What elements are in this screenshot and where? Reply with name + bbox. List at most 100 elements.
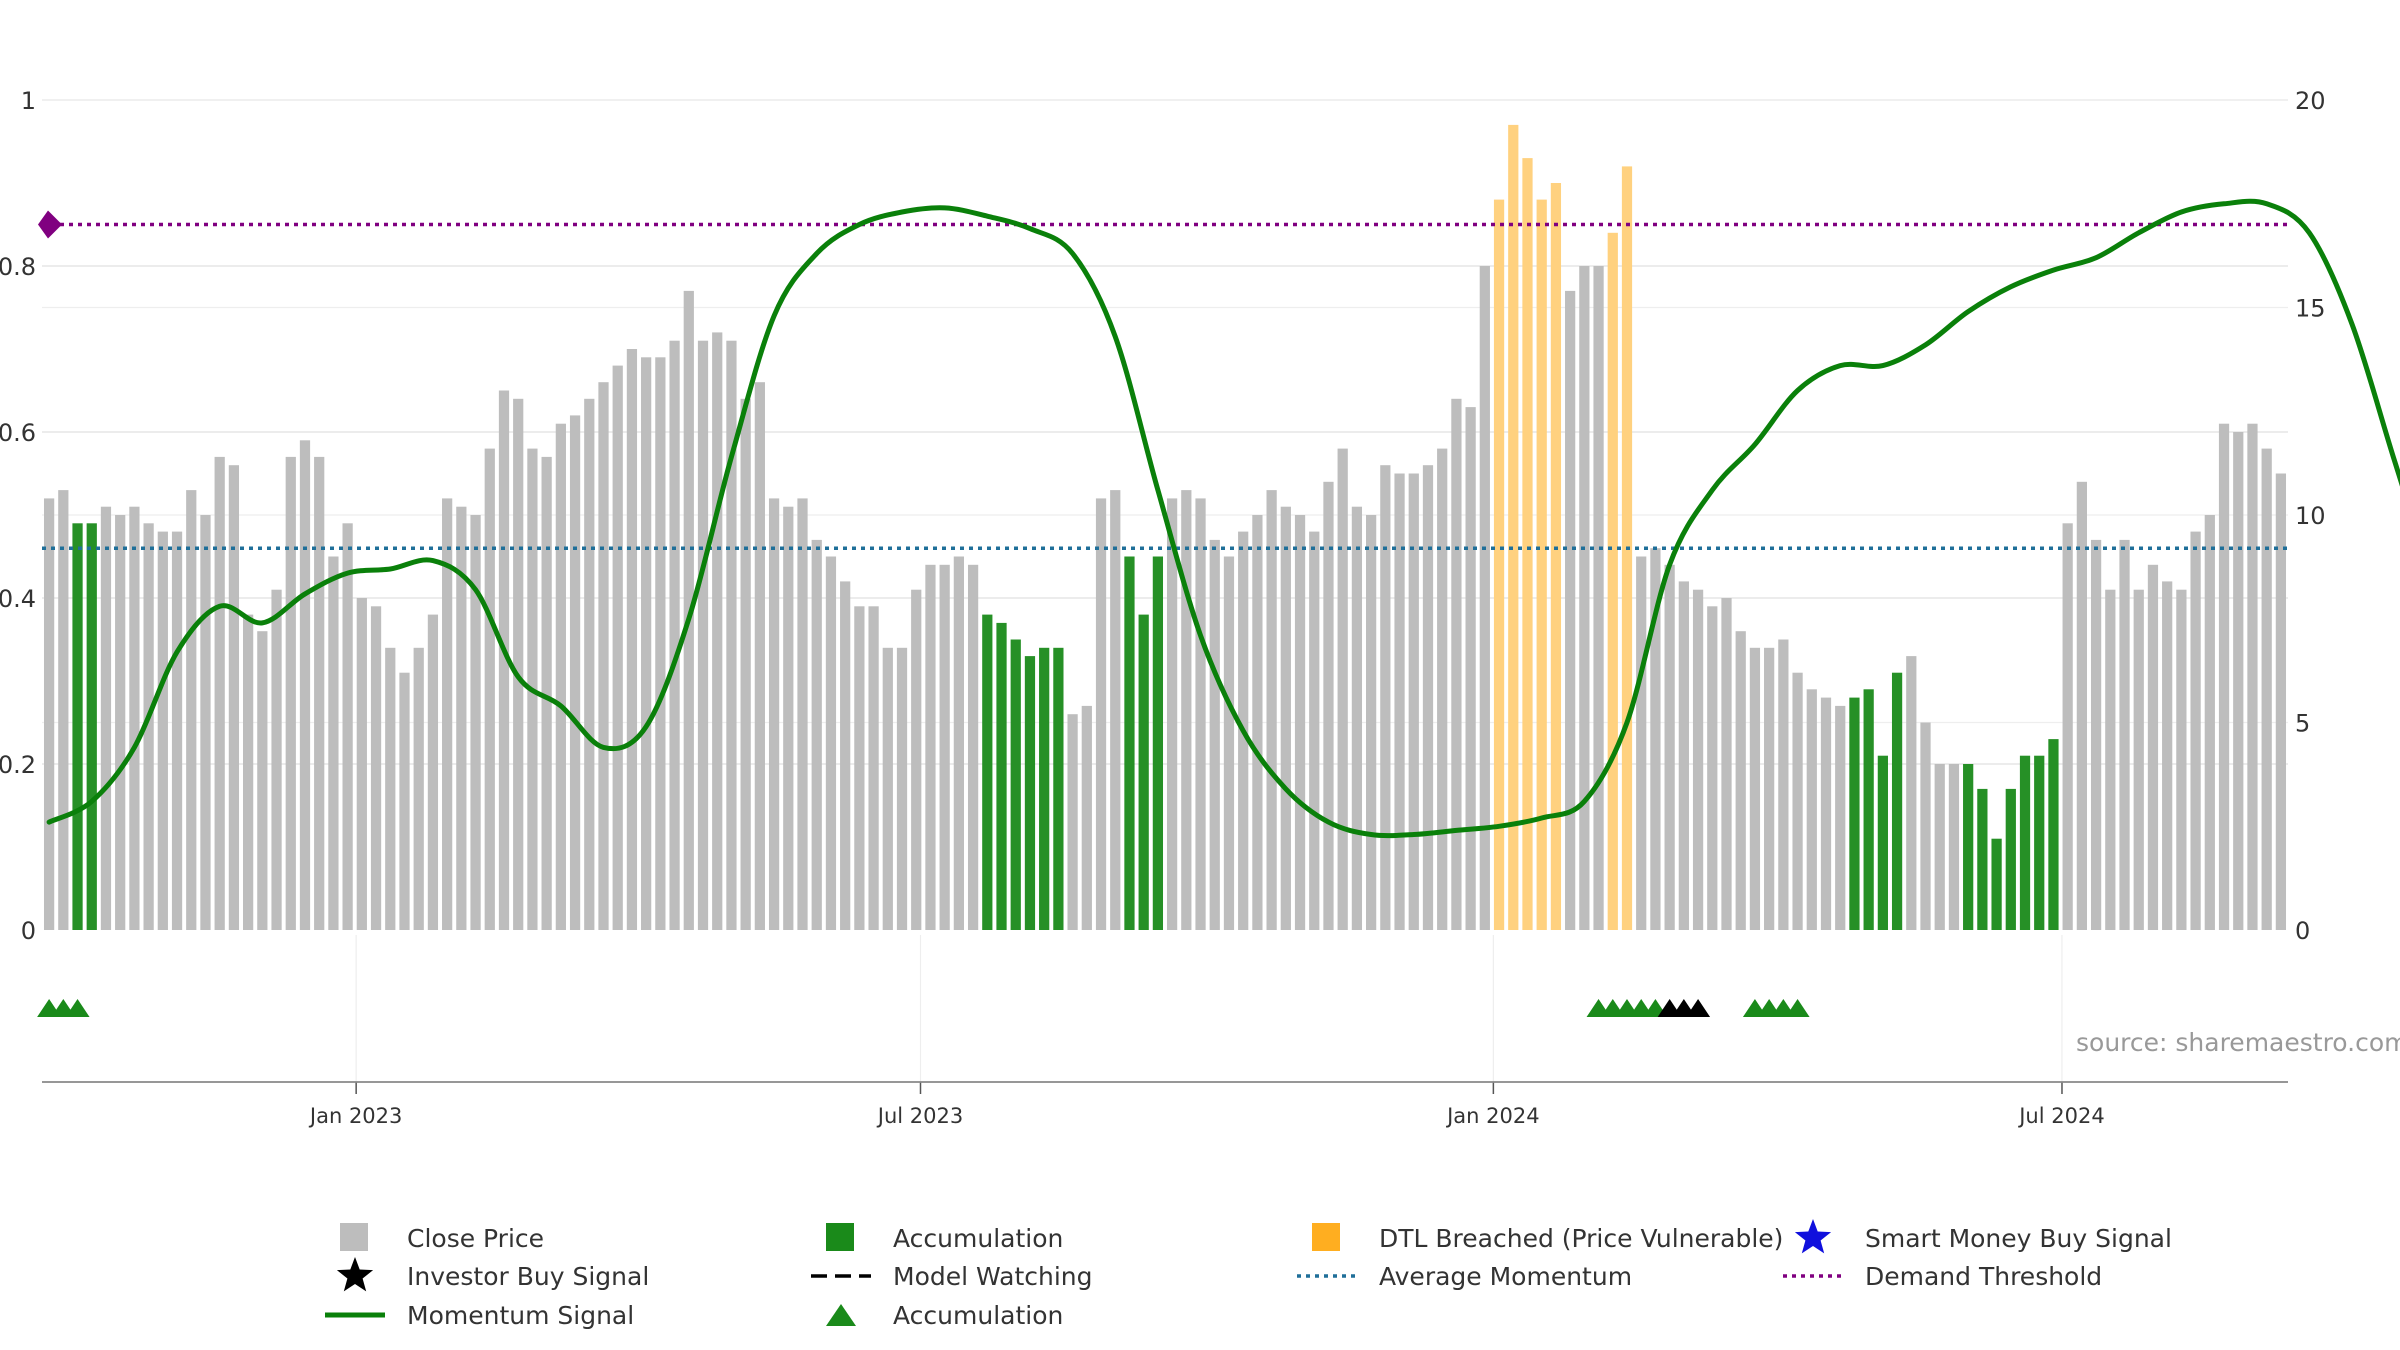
price-bar [541,456,552,930]
price-bar [1664,564,1675,930]
price-bar [1095,498,1107,930]
legend-item: Accumulation [826,1223,1063,1253]
reference-lines [38,210,2288,550]
legend-label: Close Price [407,1224,544,1253]
price-bar [271,589,282,930]
y-tick-label: 0.4 [0,585,36,613]
legend-item: Demand Threshold [1783,1262,2102,1291]
price-bar [1849,697,1860,930]
price-bar [285,456,296,930]
price-bar [1309,531,1320,930]
price-bar [1394,473,1405,930]
price-bar [1408,473,1419,930]
price-bar [328,556,339,930]
price-bar [953,556,964,930]
price-bar [1209,539,1220,930]
legend-label: Accumulation [893,1301,1063,1330]
price-bar [1010,639,1021,930]
price-bar [598,382,609,930]
price-bar [1806,689,1817,930]
price-bar [214,456,225,930]
price-bar [896,647,908,930]
price-bar [2090,539,2102,930]
price-bar [1550,183,1562,930]
price-bar [2261,448,2272,930]
price-bar [129,506,140,930]
price-bar [612,365,623,931]
legend-label: Demand Threshold [1865,1262,2102,1291]
legend-star-icon [1794,1219,1832,1254]
legend-item: Investor Buy Signal [336,1257,649,1292]
price-bar [939,564,950,930]
signal-markers [37,999,1810,1017]
price-bar [2048,739,2059,930]
legend-label: DTL Breached (Price Vulnerable) [1379,1224,1783,1253]
legend-star-icon [336,1257,374,1292]
price-bar [1166,498,1178,930]
price-bar [569,415,581,930]
price-bar [967,564,979,930]
price-bar [1081,705,1092,930]
price-bar [584,398,595,930]
price-bar [1508,124,1519,930]
price-bar [2162,581,2173,930]
price-bar [1437,448,1448,930]
price-bar [740,398,751,930]
legend-label: Investor Buy Signal [407,1262,649,1291]
y-tick-label: 0.6 [0,419,36,447]
price-bar [1181,490,1192,930]
price-bar [797,498,808,930]
price-bar [115,515,126,930]
price-bar [1223,556,1235,930]
price-bar [783,506,794,930]
price-bar [2119,539,2130,930]
price-bar [2034,755,2045,930]
legend-label: Accumulation [893,1224,1063,1253]
price-bar [1948,764,1960,930]
y-tick-label: 0.8 [0,253,36,281]
price-bar [669,340,680,930]
legend: Close Price Accumulation DTL Breached (Pri… [325,1219,2172,1330]
price-bar [1963,764,1974,930]
price-bar [385,647,396,930]
price-bar [186,490,197,930]
price-bar [2105,589,2116,930]
y2-tick-label: 10 [2295,502,2326,530]
price-bar [456,506,467,930]
price-bar [811,539,822,930]
price-bar [1266,490,1277,930]
legend-label: Model Watching [893,1262,1093,1291]
price-bar [1536,199,1547,931]
legend-triangle-icon [826,1304,856,1326]
price-bar [768,498,780,930]
legend-item: Close Price [340,1223,544,1253]
legend-item: Momentum Signal [325,1301,634,1330]
price-bar [1024,656,1036,930]
price-bar [58,490,69,930]
price-bar [996,622,1007,930]
price-bar [641,357,652,930]
price-bar [399,672,410,930]
x-tick-label: Jul 2023 [876,1104,963,1128]
legend-swatch [1312,1223,1340,1251]
legend-label: Average Momentum [1379,1262,1632,1291]
price-bar [1323,481,1334,930]
price-bar [868,606,879,930]
price-bar [1465,407,1476,931]
price-bar [840,581,851,930]
price-bar [1124,556,1135,930]
price-bar [1138,614,1149,930]
price-bar [1678,581,1689,930]
price-bar [314,456,325,930]
price-bar [1764,647,1775,930]
price-bar [1778,639,1789,930]
price-bar [299,440,311,930]
price-bar [1380,465,1391,930]
price-bar [1977,788,1988,930]
y2-tick-label: 20 [2295,87,2326,115]
price-bar [1891,672,1903,930]
legend-swatch [826,1223,854,1251]
price-bar [1877,755,1888,930]
price-bar [171,531,183,930]
